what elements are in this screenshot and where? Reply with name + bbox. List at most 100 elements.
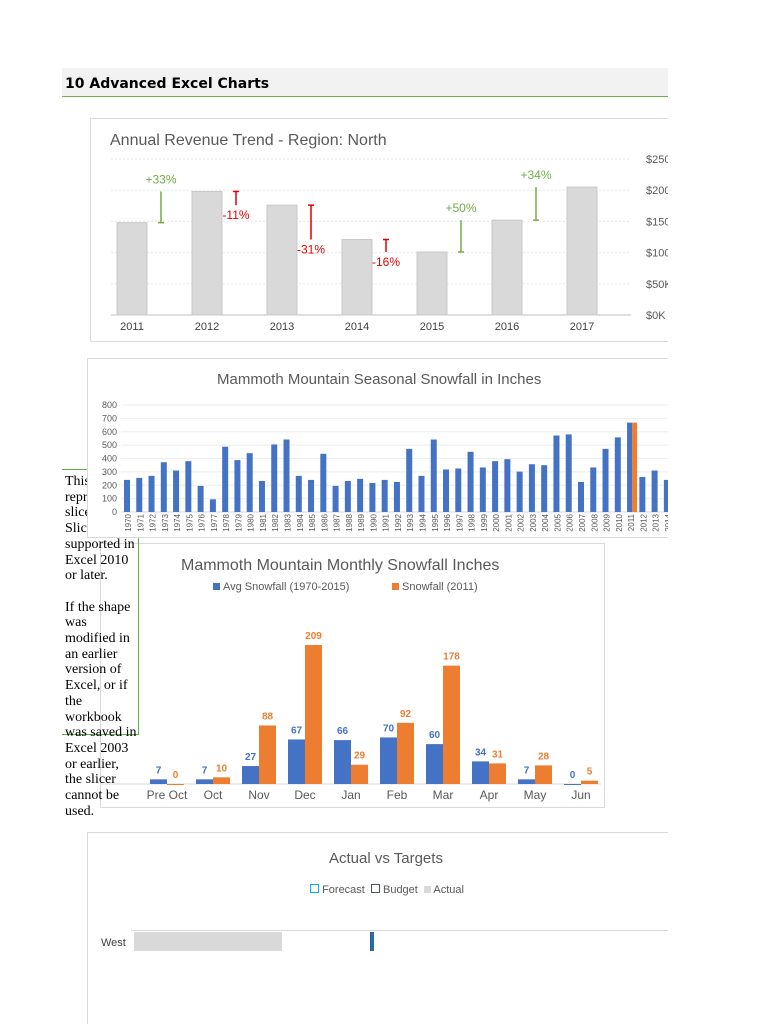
budget-marker <box>370 932 374 951</box>
x-tick-label: 1986 <box>320 513 329 531</box>
data-label: 34 <box>475 747 487 758</box>
data-label: 29 <box>354 751 366 762</box>
sheet-area: 10 Advanced Excel Charts Annual Revenue … <box>62 68 668 1024</box>
snowfall-bar <box>492 461 499 512</box>
revenue-bar <box>266 204 298 316</box>
seasonal-snowfall-chart[interactable]: Mammoth Mountain Seasonal Snowfall in In… <box>87 358 668 538</box>
x-tick-label: 2006 <box>566 513 575 531</box>
x-tick-label: 1979 <box>234 513 243 531</box>
chart-title: Annual Revenue Trend - Region: North <box>110 132 387 149</box>
x-tick-label: 2010 <box>615 513 624 531</box>
snowfall-bar <box>320 453 327 512</box>
snowfall-bar <box>258 480 265 512</box>
snowfall-bar <box>222 446 229 512</box>
monthly-snowfall-chart[interactable]: Mammoth Mountain Monthly Snowfall Inches… <box>100 543 605 808</box>
snowfall-bar <box>590 467 597 512</box>
snowfall-2011-bar <box>351 764 368 784</box>
x-tick-label: 2017 <box>570 321 594 333</box>
x-tick-label: 1978 <box>222 513 231 531</box>
y-tick-label: $150K <box>646 216 668 228</box>
snowfall-bar <box>602 448 609 512</box>
actual-swatch <box>423 886 431 893</box>
snowfall-bar <box>541 465 548 512</box>
x-tick-label: 1981 <box>259 513 268 531</box>
x-tick-label: 2008 <box>590 513 599 531</box>
data-label: 0 <box>173 770 179 781</box>
snowfall-bar <box>479 467 486 512</box>
x-tick-label: May <box>524 788 547 802</box>
legend-item-2011: Snowfall (2011) <box>392 581 478 593</box>
x-tick-label: 1973 <box>161 513 170 531</box>
x-tick-label: 2011 <box>627 513 636 531</box>
snowfall-bar <box>663 479 668 512</box>
data-label: 5 <box>587 767 593 778</box>
x-tick-label: 2014 <box>664 513 668 531</box>
forecast-swatch <box>310 884 319 893</box>
axis-line <box>131 930 668 931</box>
x-tick-label: 1985 <box>308 513 317 531</box>
snowfall-2011-bar <box>535 765 552 784</box>
data-label: 88 <box>262 711 274 722</box>
snowfall-bar <box>295 475 302 512</box>
snowfall-bar <box>614 437 621 512</box>
change-label: -11% <box>222 208 249 222</box>
x-tick-label: Nov <box>248 788 269 802</box>
snowfall-bar <box>406 448 413 512</box>
snowfall-bar <box>234 460 241 512</box>
actual-bar <box>134 932 282 951</box>
data-label: 0 <box>570 770 576 781</box>
y-tick-label: 300 <box>102 467 117 477</box>
legend-forecast: Forecast <box>322 884 365 896</box>
change-label: +33% <box>145 172 176 186</box>
change-label: -31% <box>297 242 325 256</box>
data-label: 7 <box>202 765 208 776</box>
y-tick-label: 700 <box>102 413 117 423</box>
x-tick-label: 2004 <box>541 513 550 531</box>
avg-snowfall-bar <box>150 779 167 784</box>
x-tick-label: 2003 <box>529 513 538 531</box>
x-tick-label: 1995 <box>431 513 440 531</box>
snowfall-2011-bar <box>397 722 414 784</box>
x-tick-label: 1994 <box>418 513 427 531</box>
revenue-bar <box>566 186 598 316</box>
avg-snowfall-bar <box>564 784 581 785</box>
snowfall-2011-bar <box>305 645 322 784</box>
x-tick-label: 1990 <box>369 513 378 531</box>
x-tick-label: 1999 <box>480 513 489 531</box>
revenue-trend-chart[interactable]: Annual Revenue Trend - Region: North $0K… <box>90 118 668 342</box>
x-tick-label: 1980 <box>247 513 256 531</box>
snowfall-bar <box>369 482 376 512</box>
snowfall-2011-bar <box>443 665 460 784</box>
x-tick-label: 1991 <box>382 513 391 531</box>
x-tick-label: Oct <box>204 788 223 802</box>
x-tick-label: 1970 <box>124 513 133 531</box>
avg-snowfall-bar <box>242 766 259 784</box>
x-tick-label: 1989 <box>357 513 366 531</box>
avg-snowfall-bar <box>334 740 351 784</box>
snowfall-2011-bar <box>259 725 276 784</box>
budget-swatch <box>370 884 380 893</box>
avg-snowfall-bar <box>426 744 443 784</box>
x-tick-label: 1998 <box>468 513 477 531</box>
x-tick-label: 2007 <box>578 513 587 531</box>
snowfall-bar <box>467 451 474 512</box>
avg-snowfall-bar <box>196 779 213 784</box>
x-tick-label: 1977 <box>210 513 219 531</box>
data-label: 66 <box>337 726 349 737</box>
x-tick-label: 2013 <box>652 513 661 531</box>
revenue-bar <box>116 222 148 316</box>
change-label: +50% <box>445 201 476 215</box>
actual-vs-targets-chart[interactable]: Actual vs Targets Forecast Budget Actual… <box>87 832 668 1024</box>
sheet-title: 10 Advanced Excel Charts <box>65 76 270 92</box>
snowfall-bar <box>516 471 523 512</box>
snowfall-bar <box>197 485 204 512</box>
change-label: -16% <box>372 255 400 269</box>
x-tick-label: 1972 <box>149 513 158 531</box>
data-label: 60 <box>429 730 441 741</box>
x-tick-label: 1983 <box>284 513 293 531</box>
snowfall-bar <box>308 479 315 512</box>
snowfall-bar <box>344 480 351 512</box>
x-tick-label: 1997 <box>455 513 464 531</box>
